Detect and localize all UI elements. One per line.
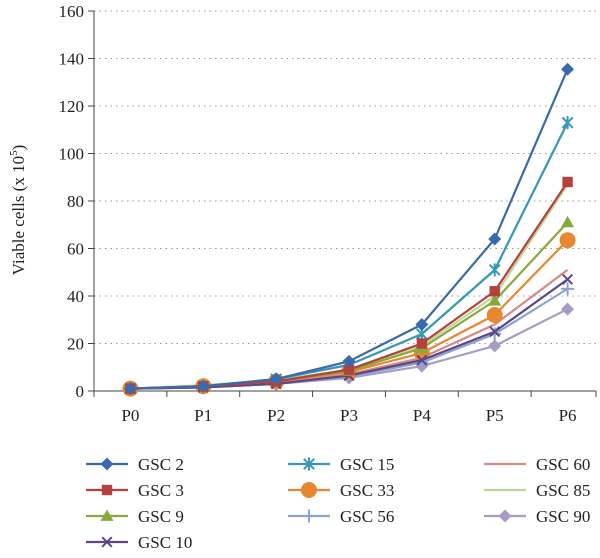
data-point-gsc-33 [486,307,503,323]
legend-swatch-marker [301,482,317,498]
data-point-gsc-10 [489,326,501,338]
series-line-gsc-15 [130,122,569,390]
legend-label: GSC 10 [138,533,192,552]
legend-swatch-marker [100,509,114,521]
x-tick-label: P3 [340,406,358,425]
legend-label: GSC 56 [340,507,394,526]
legend-entry-gsc-90: GSC 90 [484,507,590,526]
legend-swatch-marker [100,457,114,471]
data-point-gsc-2 [196,379,210,393]
series-gsc-15 [124,116,574,396]
series-gsc-2 [123,62,575,396]
data-point-gsc-2 [488,232,502,246]
legend-swatch-marker [302,509,316,523]
data-point-gsc-3 [489,286,500,297]
y-tick-label: 60 [67,240,84,259]
data-point-gsc-2 [269,372,283,386]
legend-swatch-marker [101,536,113,548]
data-point-gsc-33 [559,232,576,249]
legend-label: GSC 33 [340,481,394,500]
legend-entry-gsc-10: GSC 10 [86,533,192,552]
data-point-gsc-9 [488,294,502,306]
data-point-gsc-2 [415,318,429,331]
data-point-gsc-15 [561,116,574,130]
legend-swatch-marker [101,484,113,496]
legend-label: GSC 2 [138,455,184,474]
data-point-gsc-15 [488,263,501,277]
legend-entry-gsc-9: GSC 9 [86,507,184,526]
legend-swatch-marker [498,509,512,523]
y-tick-label: 40 [67,287,84,306]
legend-entry-gsc-3: GSC 3 [86,481,184,500]
y-tick-label: 160 [59,2,85,21]
series-line-gsc-2 [130,68,569,390]
legend: GSC 2 GSC 3 GSC 9 GSC 10 GSC 15 GSC 33 GSC 56 G… [86,455,590,552]
data-point-gsc-90 [561,302,575,316]
x-tick-label: P6 [559,406,577,425]
legend-label: GSC 60 [536,455,590,474]
y-axis-title: Viable cells (x 105) [8,145,28,276]
legend-label: GSC 90 [536,507,590,526]
y-tick-label: 20 [67,335,84,354]
y-tick-label: 80 [67,192,84,211]
legend-swatch-marker [303,457,315,471]
data-point-gsc-3 [416,338,428,349]
legend-entry-gsc-15: GSC 15 [288,455,394,474]
legend-label: GSC 15 [340,455,394,474]
data-point-gsc-3 [562,176,573,188]
data-point-gsc-10 [562,273,574,285]
legend-entry-gsc-56: GSC 56 [288,507,394,526]
axes: 0 20 40 60 80 100 120 140 160 P0 P1 P2 P3 P4 P5 P6 [59,2,597,425]
legend-label: GSC 9 [138,507,184,526]
data-point-gsc-10 [416,354,428,366]
data-point-gsc-90 [488,339,502,353]
y-axis-title-exponent: 5 [8,150,20,156]
data-point-gsc-2 [561,62,575,76]
series-lines [122,62,576,397]
y-tick-label: 100 [59,145,85,164]
legend-entry-gsc-2: GSC 2 [86,455,184,474]
data-point-gsc-56 [561,282,575,296]
x-tick-label: P5 [486,406,504,425]
legend-entry-gsc-60: GSC 60 [484,455,590,474]
data-point-gsc-2 [123,382,137,396]
legend-entry-gsc-33: GSC 33 [288,481,394,500]
x-tick-label: P4 [413,406,431,425]
y-tick-label: 140 [59,50,85,69]
y-tick-label: 0 [76,382,85,401]
x-tick-label: P2 [267,406,285,425]
data-point-gsc-3 [343,364,355,375]
x-tick-label: P0 [121,406,139,425]
legend-entry-gsc-85: GSC 85 [484,481,590,500]
y-tick-label: 120 [59,97,85,116]
legend-label: GSC 3 [138,481,184,500]
legend-label: GSC 85 [536,481,590,500]
data-point-gsc-2 [342,354,356,368]
data-point-gsc-9 [561,215,575,228]
x-tick-label: P1 [194,406,212,425]
